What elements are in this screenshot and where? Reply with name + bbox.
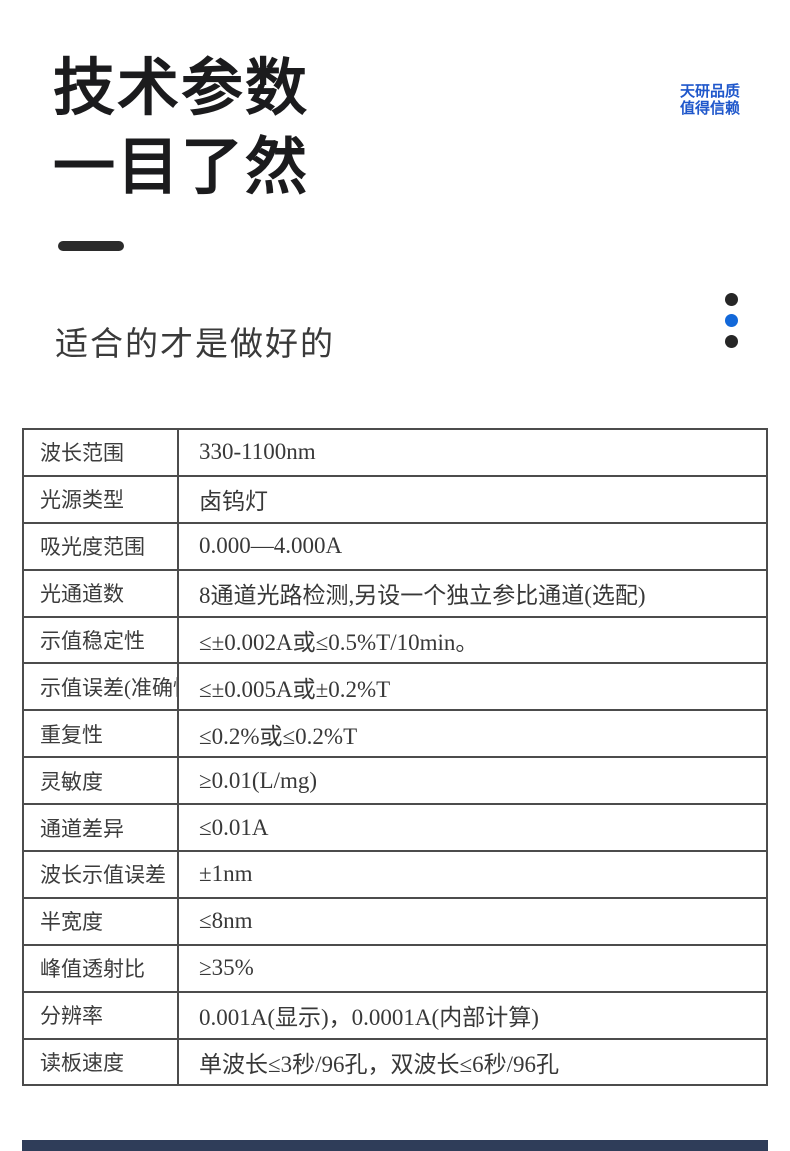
table-row: 半宽度 ≤8nm — [22, 896, 768, 946]
spec-label: 波长示值误差 — [22, 850, 179, 899]
spec-value: 卤钨灯 — [177, 474, 768, 524]
page-title-line2: 一目了然 — [53, 134, 310, 202]
spec-value: ±1nm — [177, 850, 768, 899]
spec-table-body: 波长范围 330-1100nm 光源类型 卤钨灯 吸光度范围 0.000—4.0… — [22, 428, 768, 1087]
spec-table: 波长范围 330-1100nm 光源类型 卤钨灯 吸光度范围 0.000—4.0… — [22, 428, 768, 1087]
spec-value: ≤0.2%或≤0.2%T — [177, 709, 768, 759]
table-row: 吸光度范围 0.000—4.000A — [22, 521, 768, 571]
spec-label: 示值稳定性 — [22, 615, 179, 665]
spec-label: 波长范围 — [22, 428, 179, 477]
spec-value: 8通道光路检测,另设一个独立参比通道(选配) — [177, 568, 768, 618]
dot-icon — [725, 335, 738, 348]
page-subtitle: 适合的才是做好的 — [55, 327, 335, 363]
table-row: 分辨率 0.001A(显示)，0.0001A(内部计算) — [22, 990, 768, 1040]
table-row: 读板速度 单波长≤3秒/96孔，双波长≤6秒/96孔 — [22, 1037, 768, 1087]
spec-label: 通道差异 — [22, 803, 179, 853]
spec-value: ≤±0.002A或≤0.5%T/10min。 — [177, 615, 768, 665]
spec-label: 吸光度范围 — [22, 521, 179, 571]
spec-label: 分辨率 — [22, 990, 179, 1040]
spec-value: ≤±0.005A或±0.2%T — [177, 662, 768, 712]
spec-value: ≥35% — [177, 943, 768, 993]
dot-icon — [725, 293, 738, 306]
spec-value: 单波长≤3秒/96孔，双波长≤6秒/96孔 — [177, 1037, 768, 1087]
spec-label: 灵敏度 — [22, 756, 179, 806]
table-row: 灵敏度 ≥0.01(L/mg) — [22, 756, 768, 806]
table-row: 波长范围 330-1100nm — [22, 428, 768, 477]
spec-label: 光源类型 — [22, 474, 179, 524]
table-row: 光源类型 卤钨灯 — [22, 474, 768, 524]
table-row: 示值误差(准确性) ≤±0.005A或±0.2%T — [22, 662, 768, 712]
page-title-line1: 技术参数 — [53, 55, 310, 123]
spec-label: 示值误差(准确性) — [22, 662, 179, 712]
table-row: 波长示值误差 ±1nm — [22, 850, 768, 899]
brand-tagline: 天研品质 值得信赖 — [680, 83, 740, 117]
spec-value: ≤0.01A — [177, 803, 768, 853]
spec-value: 330-1100nm — [177, 428, 768, 477]
dot-icon — [725, 314, 738, 327]
table-row: 通道差异 ≤0.01A — [22, 803, 768, 853]
page-title: 技术参数 一目了然 — [53, 50, 309, 208]
spec-label: 峰值透射比 — [22, 943, 179, 993]
spec-label: 半宽度 — [22, 896, 179, 946]
table-row: 峰值透射比 ≥35% — [22, 943, 768, 993]
spec-value: ≤8nm — [177, 896, 768, 946]
brand-tagline-line2: 值得信赖 — [679, 100, 740, 117]
brand-tagline-line1: 天研品质 — [679, 83, 740, 100]
table-row: 重复性 ≤0.2%或≤0.2%T — [22, 709, 768, 759]
spec-label: 读板速度 — [22, 1037, 179, 1087]
spec-value: 0.001A(显示)，0.0001A(内部计算) — [177, 990, 768, 1040]
decorative-dots — [725, 293, 738, 348]
spec-label: 重复性 — [22, 709, 179, 759]
spec-label: 光通道数 — [22, 568, 179, 618]
spec-value: ≥0.01(L/mg) — [177, 756, 768, 806]
title-underline-bar — [58, 241, 124, 251]
spec-value: 0.000—4.000A — [177, 521, 768, 571]
table-row: 示值稳定性 ≤±0.002A或≤0.5%T/10min。 — [22, 615, 768, 665]
table-row: 光通道数 8通道光路检测,另设一个独立参比通道(选配) — [22, 568, 768, 618]
section-divider-bar — [22, 1140, 768, 1151]
